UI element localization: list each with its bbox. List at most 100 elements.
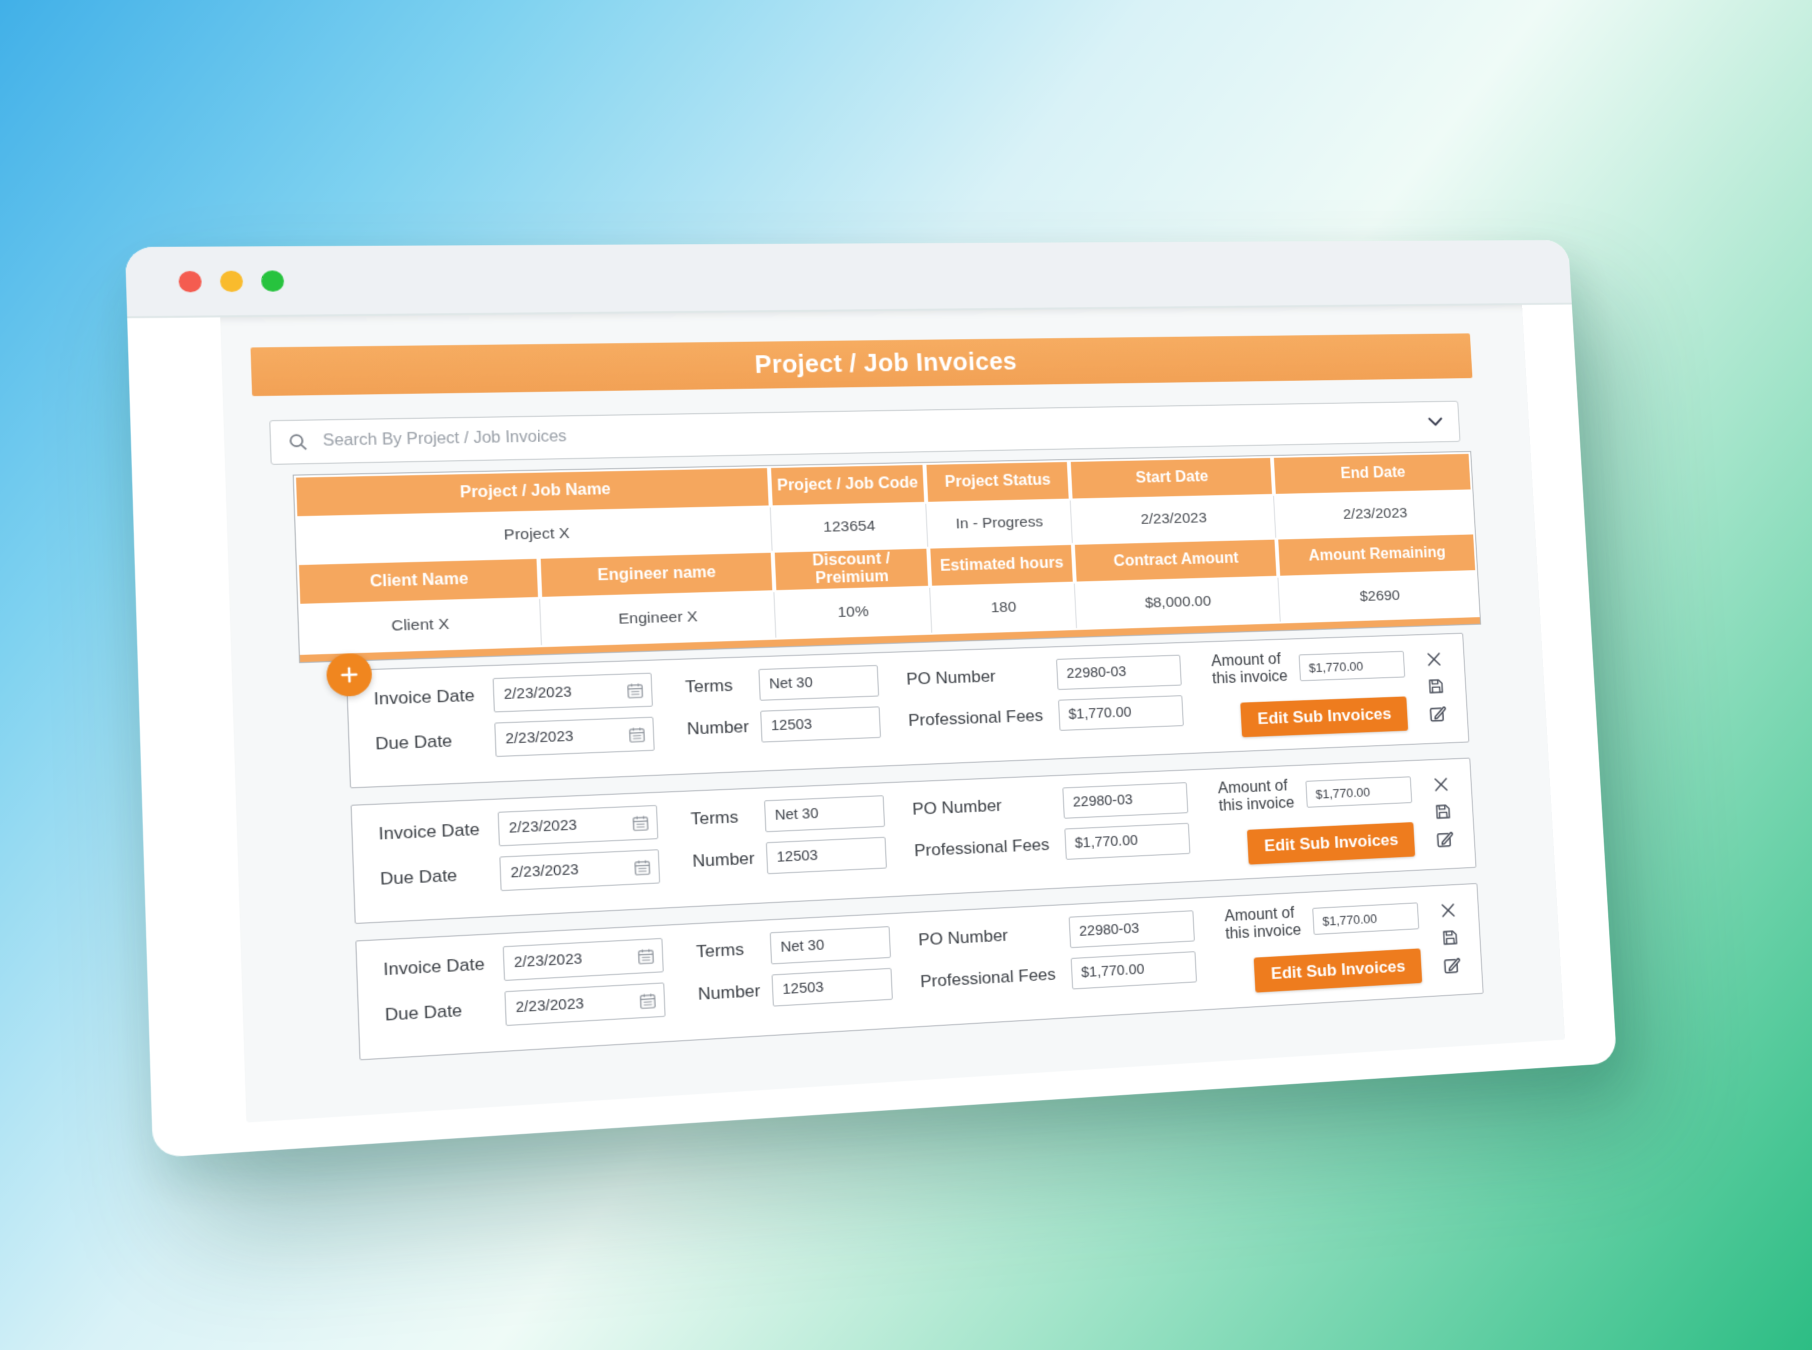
edit-sub-invoices-button[interactable]: Edit Sub Invoices	[1241, 696, 1409, 737]
amount-input[interactable]	[1299, 651, 1406, 681]
row-actions	[1431, 896, 1470, 995]
amount-input[interactable]	[1305, 776, 1412, 807]
end-date-cell: 2/23/2023	[1274, 491, 1474, 537]
amount-label: Amount of this invoice	[1217, 777, 1297, 815]
invoice-date-label: Invoice Date	[378, 819, 498, 845]
column-header: Contract Amount	[1073, 538, 1279, 584]
number-input[interactable]	[766, 837, 887, 874]
chevron-down-icon[interactable]	[1425, 411, 1446, 432]
start-date-cell: 2/23/2023	[1071, 496, 1277, 543]
terms-label: Terms	[685, 675, 760, 697]
number-label: Number	[692, 848, 767, 872]
edit-row-button[interactable]	[1439, 953, 1464, 978]
number-input[interactable]	[760, 706, 881, 742]
amount-fields: Amount of this invoice Edit Sub Invoices	[1211, 647, 1415, 752]
discount-cell: 10%	[774, 588, 933, 638]
column-header: Project / Job Code	[768, 463, 926, 507]
terms-input[interactable]	[770, 926, 891, 964]
po-number-input[interactable]	[1069, 910, 1195, 948]
terms-fields: Terms Number	[690, 794, 916, 906]
po-number-label: PO Number	[906, 665, 1057, 690]
column-header: Project Status	[925, 460, 1071, 504]
terms-fields: Terms Number	[685, 664, 911, 773]
page-title: Project / Job Invoices	[754, 348, 1018, 380]
column-header: Discount / Preimium	[772, 547, 930, 593]
project-summary-table: Project / Job Name Project / Job Code Pr…	[293, 451, 1481, 663]
close-icon	[1423, 649, 1445, 671]
po-number-input[interactable]	[1062, 782, 1188, 819]
po-number-input[interactable]	[1056, 655, 1182, 690]
column-header: Amount Remaining	[1277, 533, 1477, 578]
amount-fields: Amount of this invoice Edit Sub Invoices	[1224, 898, 1428, 1008]
floppy-disk-icon	[1439, 927, 1460, 948]
number-input[interactable]	[772, 968, 893, 1007]
amount-remaining-cell: $2690	[1279, 572, 1480, 622]
edit-row-button[interactable]	[1432, 827, 1457, 852]
calendar-icon[interactable]	[630, 813, 651, 833]
delete-row-button[interactable]	[1422, 648, 1446, 671]
close-icon	[1430, 774, 1452, 796]
amount-input[interactable]	[1312, 902, 1419, 935]
plus-icon	[337, 663, 361, 686]
professional-fees-label: Professional Fees	[908, 706, 1059, 731]
calendar-icon[interactable]	[625, 681, 645, 701]
page-header-banner: Project / Job Invoices	[251, 333, 1473, 396]
save-row-button[interactable]	[1424, 675, 1447, 698]
project-status-cell: In - Progress	[927, 500, 1073, 546]
terms-label: Terms	[696, 938, 771, 962]
professional-fees-input[interactable]	[1058, 695, 1184, 731]
calendar-icon[interactable]	[637, 991, 658, 1011]
maximize-window-button[interactable]	[261, 270, 284, 291]
column-header: Estimated hours	[929, 543, 1075, 588]
page-content: Project / Job Invoices Project / Job Nam…	[220, 305, 1565, 1123]
pencil-icon	[1440, 954, 1463, 977]
po-fields: PO Number Professional Fees	[918, 909, 1230, 1026]
save-row-button[interactable]	[1438, 926, 1461, 949]
invoice-date-label: Invoice Date	[373, 685, 493, 710]
save-row-button[interactable]	[1431, 800, 1454, 823]
date-fields: Invoice Date Due Date	[373, 672, 689, 787]
floppy-disk-icon	[1432, 801, 1453, 822]
number-label: Number	[687, 717, 762, 740]
column-header: Client Name	[297, 557, 540, 606]
due-date-label: Due Date	[385, 998, 506, 1025]
po-fields: PO Number Professional Fees	[912, 781, 1223, 895]
pencil-icon	[1433, 828, 1456, 851]
terms-label: Terms	[690, 806, 765, 829]
delete-row-button[interactable]	[1429, 773, 1453, 797]
amount-label: Amount of this invoice	[1224, 905, 1304, 944]
minimize-window-button[interactable]	[220, 270, 243, 291]
invoice-list: Invoice Date Due Date	[346, 633, 1484, 1061]
terms-input[interactable]	[764, 795, 885, 832]
estimated-hours-cell: 180	[931, 584, 1077, 633]
desktop-background: Project / Job Invoices Project / Job Nam…	[0, 0, 1812, 1350]
edit-sub-invoices-button[interactable]: Edit Sub Invoices	[1247, 822, 1415, 865]
due-date-label: Due Date	[380, 864, 501, 890]
row-actions	[1424, 770, 1463, 869]
terms-input[interactable]	[758, 665, 879, 701]
column-header: Start Date	[1069, 456, 1275, 501]
date-fields: Invoice Date Due Date	[378, 804, 694, 922]
client-name-cell: Client X	[298, 599, 541, 653]
add-invoice-button[interactable]	[326, 653, 373, 697]
professional-fees-input[interactable]	[1064, 823, 1190, 860]
close-window-button[interactable]	[178, 270, 202, 291]
project-code-cell: 123654	[770, 504, 928, 551]
row-actions	[1417, 645, 1456, 743]
calendar-icon[interactable]	[627, 725, 647, 745]
calendar-icon[interactable]	[632, 858, 653, 878]
edit-row-button[interactable]	[1425, 701, 1450, 726]
po-number-label: PO Number	[912, 793, 1064, 819]
po-fields: PO Number Professional Fees	[906, 654, 1216, 765]
amount-label: Amount of this invoice	[1211, 651, 1291, 688]
floppy-disk-icon	[1425, 676, 1446, 697]
delete-row-button[interactable]	[1436, 898, 1460, 922]
edit-sub-invoices-button[interactable]: Edit Sub Invoices	[1254, 948, 1422, 992]
column-header: Engineer name	[538, 551, 774, 599]
engineer-name-cell: Engineer X	[540, 592, 776, 645]
professional-fees-input[interactable]	[1071, 951, 1197, 989]
professional-fees-label: Professional Fees	[914, 834, 1066, 861]
search-input[interactable]	[320, 413, 1416, 452]
number-label: Number	[698, 980, 773, 1004]
calendar-icon[interactable]	[636, 946, 657, 966]
